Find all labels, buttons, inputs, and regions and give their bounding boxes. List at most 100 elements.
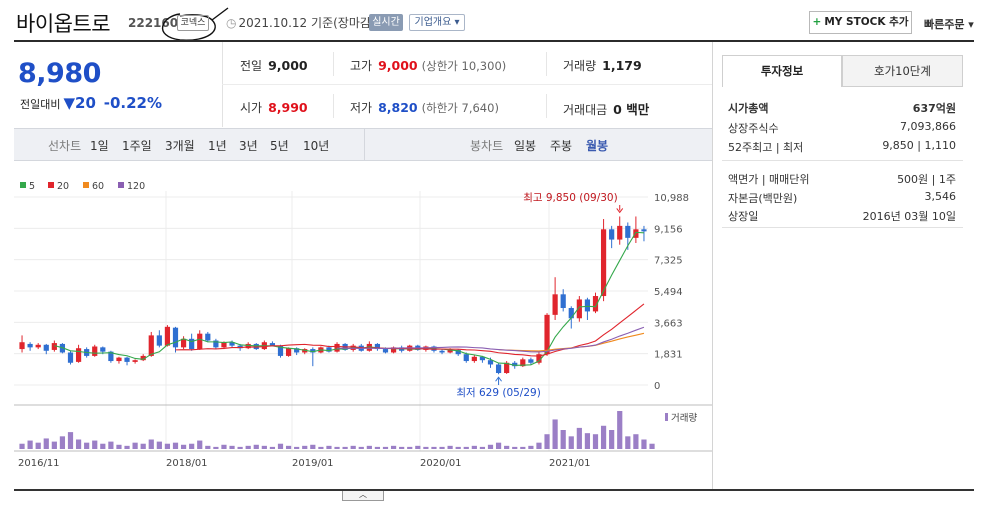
change-percent: -0.22%	[103, 94, 162, 112]
volume-bar	[463, 446, 469, 449]
col-divider	[546, 52, 547, 76]
volume-bar	[512, 446, 518, 449]
candle-body	[213, 340, 219, 348]
candle-body	[245, 343, 251, 349]
tab-candle-weekly[interactable]: 주봉	[550, 139, 573, 153]
right-panel-divider	[712, 42, 713, 490]
realtime-button[interactable]: 실시간	[369, 14, 403, 31]
candle-body	[544, 314, 550, 355]
volume-bar	[164, 443, 171, 449]
volume-bar	[334, 446, 340, 449]
candle-body	[75, 348, 82, 362]
candle-body	[528, 359, 534, 363]
volume-bar	[641, 439, 647, 449]
volume-bar	[59, 436, 66, 449]
volume-bar	[116, 444, 122, 449]
volume-bar	[600, 425, 607, 449]
tab-period-3m[interactable]: 3개월	[165, 139, 195, 153]
volume-bar	[237, 446, 243, 449]
volume-bar	[407, 446, 413, 449]
candle-body	[164, 326, 171, 346]
tab-orderbook[interactable]: 호가10단계	[842, 55, 963, 87]
volume-bar	[326, 445, 332, 449]
candle-body	[633, 229, 639, 238]
volume-bar	[108, 441, 114, 449]
date-text: 2021.10.12	[238, 16, 308, 30]
candle-body	[100, 347, 106, 352]
volume-bar	[277, 443, 284, 449]
prev-close-label: 전일	[240, 59, 263, 73]
candle-body	[221, 342, 227, 348]
candle-body	[374, 343, 381, 350]
legend-swatch	[48, 182, 54, 188]
volume-legend-swatch	[665, 413, 668, 421]
info-key: 상장주식수	[728, 122, 779, 135]
candle-body	[67, 352, 74, 363]
volume-bar	[584, 433, 591, 449]
volume-bar	[92, 440, 98, 449]
candle-body	[140, 355, 146, 361]
prev-close: 전일 9,000	[240, 57, 308, 74]
volume-bar	[27, 440, 33, 449]
candle-chart-label: 봉차트	[470, 139, 504, 153]
volume-bar	[520, 446, 526, 449]
tab-period-1d[interactable]: 1일	[90, 139, 109, 153]
my-stock-add-button[interactable]: + MY STOCK 추가	[809, 11, 912, 34]
col-divider	[333, 52, 334, 76]
info-key: 52주최고 | 최저	[728, 141, 804, 154]
volume-bar	[156, 441, 162, 449]
line-chart-label: 선차트	[48, 139, 82, 153]
y-tick-label: 1,831	[654, 350, 683, 361]
tab-investment-info[interactable]: 투자정보	[722, 55, 842, 87]
tab-period-5y[interactable]: 5년	[270, 139, 289, 153]
candle-body	[43, 344, 49, 351]
volume-bar	[568, 436, 574, 449]
volume-bar	[431, 446, 437, 449]
tab-period-3y[interactable]: 3년	[239, 139, 258, 153]
volume-bar	[633, 434, 639, 449]
candle-body	[560, 294, 566, 309]
candle-body	[269, 343, 276, 346]
low-price: 저가 8,820 (하한가 7,640)	[350, 99, 499, 116]
tab-candle-daily[interactable]: 일봉	[514, 139, 537, 153]
company-overview-button[interactable]: 기업개요 ▾	[409, 14, 465, 31]
volume-bar	[318, 446, 324, 449]
right-panel-tabs: 투자정보 호가10단계	[722, 55, 963, 87]
volume-bar	[350, 445, 356, 449]
tab-period-10y[interactable]: 10년	[303, 139, 330, 153]
volume-bar	[617, 411, 623, 449]
amount-value: 0 백만	[613, 102, 650, 117]
high-value: 9,000	[378, 58, 418, 73]
quick-order-button[interactable]: 빠른주문 ▾	[924, 18, 974, 31]
volume-label: 거래량	[671, 412, 697, 424]
info-value: 3,546	[924, 190, 957, 203]
candle-body	[487, 360, 494, 365]
info-value: 500원 | 1주	[897, 173, 956, 186]
x-tick-label: 2016/11	[18, 458, 60, 469]
volume-bar	[180, 444, 187, 449]
info-value: 2016년 03월 10일	[862, 210, 956, 223]
info-value: 9,850 | 1,110	[882, 139, 956, 152]
chart-expand-button[interactable]: ︿	[342, 491, 384, 501]
volume-bar	[504, 445, 510, 449]
volume-bar	[374, 446, 381, 449]
stock-chart[interactable]: 10,988 9,156 7,325 5,494 3,663 1,831 0 2016/11 2…	[14, 161, 712, 489]
market-badge: 코넥스	[177, 15, 209, 31]
candle-body	[625, 225, 631, 238]
candle-body	[334, 343, 340, 352]
tab-period-1y[interactable]: 1년	[208, 139, 227, 153]
candle-body	[180, 338, 187, 348]
candle-body	[205, 333, 211, 341]
y-tick-label: 10,988	[654, 193, 689, 204]
volume-label: 거래량	[563, 59, 597, 73]
legend-label: 120	[127, 181, 145, 192]
stock-code: 222160	[128, 16, 179, 30]
volume-bar	[415, 445, 421, 449]
volume-bar	[495, 442, 502, 449]
tab-period-1w[interactable]: 1주일	[122, 139, 152, 153]
info-row-capital: 자본금(백만원) 3,546	[728, 190, 956, 206]
candle-body	[148, 335, 154, 356]
volume-bar	[229, 445, 235, 449]
volume-bar	[75, 439, 82, 449]
tab-candle-monthly[interactable]: 월봉	[586, 139, 609, 153]
